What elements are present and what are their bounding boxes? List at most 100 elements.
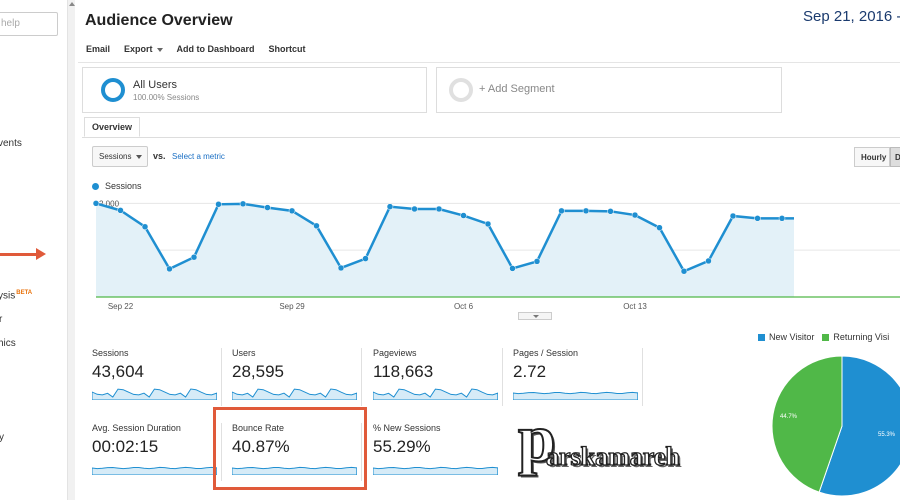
sessions-data-point [778,215,786,222]
chart-resize-handle[interactable] [518,312,552,320]
metric-value: 40.87% [232,437,290,456]
sessions-legend-dot [92,183,99,190]
metric-label: % New Sessions [373,423,441,433]
pie-label-returning-visitor: 44.7% [780,414,798,420]
metric-sparkline [232,466,357,475]
sessions-data-point [92,200,100,207]
sessions-data-point [435,205,443,213]
sessions-data-point [215,201,222,208]
metric-value: 43,604 [92,362,144,381]
sidebar-item-r[interactable]: r [0,314,2,325]
email-button[interactable]: Email [86,44,111,54]
tabs-divider [82,137,900,138]
add-to-dashboard-button[interactable]: Add to Dashboard [176,44,255,54]
sidebar-item-y[interactable]: y [0,432,4,443]
sessions-area [96,203,794,297]
metric-sparkline [232,388,357,400]
metric-label: Users [232,348,256,358]
sessions-data-point [337,264,345,272]
sessions-data-point [558,207,565,215]
metric-label: Sessions [92,348,129,358]
sessions-data-point [582,207,590,215]
sidebar-item-analysis[interactable]: ysisBETA [0,290,32,301]
sessions-legend-label: Sessions [105,181,142,191]
x-tick-label: Oct 13 [623,302,647,311]
annotation-arrow-icon [36,248,46,260]
metric-bounce-rate[interactable]: Bounce Rate 40.87% [232,423,362,481]
metric-sparkline [92,388,217,400]
export-button[interactable]: Export [124,44,163,54]
date-range-picker[interactable]: Sep 21, 2016 - O [803,8,900,25]
select-metric-link[interactable]: Select a metric [172,152,225,161]
hourly-button[interactable]: Hourly [854,147,890,167]
add-segment-box[interactable]: + Add Segment [436,67,782,113]
sessions-data-point [484,220,492,228]
metric-sparkline [373,466,498,475]
x-tick-label: Oct 6 [454,302,474,311]
day-button[interactable]: D [890,147,900,167]
sessions-data-point [362,255,369,262]
new-visitor-swatch [758,334,765,342]
sidebar-item-analysis-label: ysis [0,290,16,302]
x-tick-label: Sep 29 [279,302,305,311]
sessions-data-point [411,205,418,213]
metric-new-sessions[interactable]: % New Sessions 55.29% [373,423,503,481]
watermark-first-letter: p [517,400,557,476]
sidebar-search-input[interactable]: help [0,12,58,36]
segment-title: All Users [133,79,178,91]
legend-new-visitor-label: New Visitor [769,332,815,342]
pie-label-new-visitor: 55.3% [878,432,896,438]
sessions-data-point [754,215,761,222]
shortcut-button[interactable]: Shortcut [268,44,306,54]
metric-sessions[interactable]: Sessions 43,604 [92,348,222,406]
x-tick-label: Sep 22 [108,302,134,311]
sessions-data-point [190,253,198,261]
metric-label: Pageviews [373,348,417,358]
tab-overview[interactable]: Overview [84,117,141,137]
pie-slice-new-visitor [818,356,900,497]
chevron-down-icon [136,155,142,159]
metric-pageviews[interactable]: Pageviews 118,663 [373,348,503,406]
metric-label: Pages / Session [513,348,579,358]
segment-all-users[interactable]: All Users 100.00% Sessions [82,67,427,113]
bounce-rate-highlight-box [213,407,367,490]
sessions-data-point [288,207,296,215]
vs-label: vs. [153,151,166,161]
metric-label: Bounce Rate [232,423,285,433]
legend-returning-visitor[interactable]: Returning Visi [822,332,889,342]
metric-value: 2.72 [513,362,547,381]
sessions-data-point [607,208,614,215]
metric-sparkline [373,388,498,400]
sidebar-item-events[interactable]: vents [0,138,22,149]
sessions-data-point [117,207,124,214]
sidebar: help vents ysisBETA r hics y [0,0,68,500]
report-toolbar: Email Export Add to Dashboard Shortcut [86,44,306,54]
metric-value: 28,595 [232,362,284,381]
metric-value: 118,663 [373,362,434,381]
legend-returning-visitor-label: Returning Visi [833,332,890,342]
legend-new-visitor[interactable]: New Visitor [758,332,814,342]
sessions-data-point [313,222,320,230]
visitor-pie-chart: 55.3% 44.7% [771,356,900,497]
metric-users[interactable]: Users 28,595 [232,348,362,406]
sessions-data-point [729,212,737,220]
metric-label: Avg. Session Duration [92,423,181,433]
sessions-data-point [631,211,639,219]
metric-select[interactable]: Sessions [92,146,148,167]
metric-value: 55.29% [373,437,431,456]
sidebar-item-demographics[interactable]: hics [0,338,16,349]
export-label: Export [124,44,153,54]
segment-ring-icon [101,78,125,102]
metric-sparkline [513,391,638,400]
scroll-up-icon[interactable] [69,2,75,6]
sessions-data-point [460,212,467,219]
empty-segment-ring-icon [449,78,473,102]
sessions-data-point [264,204,271,211]
sidebar-scrollbar[interactable] [67,0,75,500]
sessions-data-point [166,265,173,273]
sessions-data-point [680,268,688,275]
metric-pages-per-session[interactable]: Pages / Session 2.72 [513,348,643,406]
returning-visitor-swatch [822,334,830,342]
metric-avg-session-duration[interactable]: Avg. Session Duration 00:02:15 [92,423,222,481]
